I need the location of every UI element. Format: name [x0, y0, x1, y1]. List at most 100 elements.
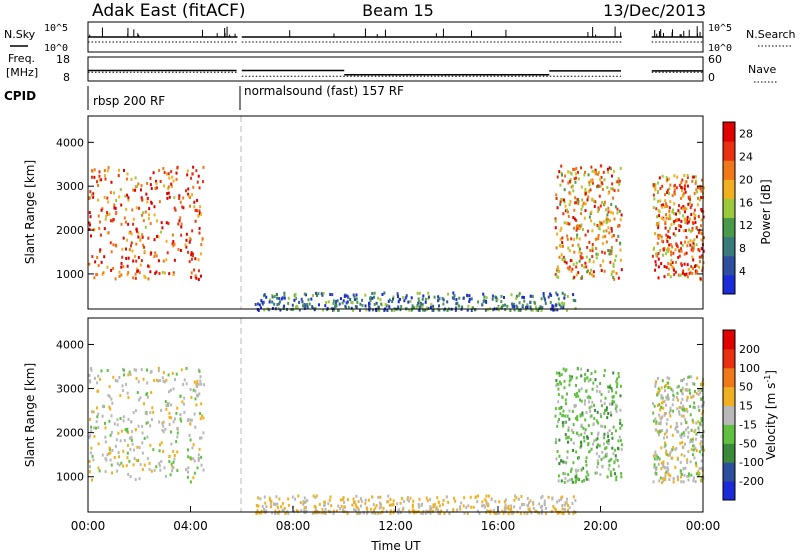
colorbar-tick-label: -15: [739, 418, 757, 431]
data-cell: [666, 248, 669, 252]
data-cell: [655, 422, 658, 426]
data-cell: [604, 396, 607, 400]
data-cell: [130, 232, 133, 236]
data-cell: [483, 505, 486, 509]
colorbar-tick-label: 50: [739, 381, 753, 394]
data-cell: [693, 401, 696, 405]
data-cell: [661, 379, 664, 383]
data-cell: [652, 411, 655, 415]
data-cell: [680, 263, 683, 267]
data-cell: [411, 505, 414, 509]
data-cell: [144, 276, 147, 280]
data-cell: [685, 272, 688, 276]
data-cell: [164, 427, 167, 431]
data-cell: [354, 509, 357, 513]
data-cell: [485, 494, 488, 498]
data-cell: [580, 212, 583, 216]
colorbar-swatch: [723, 462, 735, 482]
data-cell: [583, 431, 586, 435]
data-cell: [495, 299, 498, 303]
data-cell: [461, 305, 464, 309]
data-cell: [686, 460, 689, 464]
data-cell: [139, 238, 142, 242]
data-cell: [99, 220, 102, 224]
data-cell: [179, 248, 182, 252]
data-cell: [468, 300, 471, 304]
data-cell: [124, 428, 127, 432]
data-cell: [563, 379, 566, 383]
data-cell: [136, 184, 139, 188]
data-cell: [568, 374, 571, 378]
data-cell: [418, 497, 421, 501]
data-cell: [325, 300, 328, 304]
data-cell: [359, 497, 362, 501]
data-cell: [591, 198, 594, 202]
data-cell: [583, 265, 586, 269]
data-cell: [117, 431, 120, 435]
data-cell: [566, 414, 569, 418]
data-cell: [493, 511, 496, 515]
data-cell: [185, 245, 188, 249]
data-cell: [664, 471, 667, 475]
data-cell: [683, 434, 686, 438]
data-cell: [620, 268, 623, 272]
data-cell: [150, 370, 153, 374]
data-cell: [572, 167, 575, 171]
data-cell: [200, 402, 203, 406]
data-cell: [594, 170, 597, 174]
data-cell: [427, 291, 430, 295]
data-cell: [619, 384, 622, 388]
data-cell: [489, 511, 492, 515]
data-cell: [379, 504, 382, 508]
data-cell: [561, 421, 564, 425]
data-cell: [181, 205, 184, 209]
data-cell: [106, 368, 109, 372]
data-cell: [502, 304, 505, 308]
data-cell: [150, 251, 153, 255]
cpid-entry-2: normalsound (fast) 157 RF: [244, 84, 404, 98]
data-cell: [322, 511, 325, 515]
data-cell: [176, 427, 179, 431]
data-cell: [674, 212, 677, 216]
data-cell: [196, 180, 199, 184]
nave-tick-top: 60: [708, 53, 722, 66]
data-cell: [89, 366, 92, 370]
data-cell: [125, 207, 128, 211]
data-cell: [690, 448, 693, 452]
data-cell: [563, 257, 566, 261]
data-cell: [541, 504, 544, 508]
data-cell: [673, 190, 676, 194]
data-cell: [132, 217, 135, 221]
data-cell: [494, 295, 497, 299]
data-cell: [202, 416, 205, 420]
data-cell: [582, 202, 585, 206]
data-cell: [685, 382, 688, 386]
data-cell: [607, 467, 610, 471]
data-cell: [559, 412, 562, 416]
data-cell: [694, 214, 697, 218]
data-cell: [543, 499, 546, 503]
data-cell: [195, 403, 198, 407]
data-cell: [503, 500, 506, 504]
data-cell: [451, 296, 454, 300]
data-cell: [323, 503, 326, 507]
data-cell: [699, 442, 702, 446]
data-cell: [198, 226, 201, 230]
data-cell: [287, 296, 290, 300]
data-cell: [176, 435, 179, 439]
data-cell: [616, 211, 619, 215]
data-cell: [334, 301, 337, 305]
data-cell: [574, 498, 577, 502]
data-cell: [657, 456, 660, 460]
data-cell: [110, 180, 113, 184]
data-cell: [669, 453, 672, 457]
data-cell: [179, 413, 182, 417]
data-cell: [429, 509, 432, 513]
data-cell: [487, 509, 490, 513]
data-cell: [697, 388, 700, 392]
data-cell: [592, 260, 595, 264]
data-cell: [459, 507, 462, 511]
data-cell: [330, 306, 333, 310]
data-cell: [108, 419, 111, 423]
data-cell: [692, 444, 695, 448]
